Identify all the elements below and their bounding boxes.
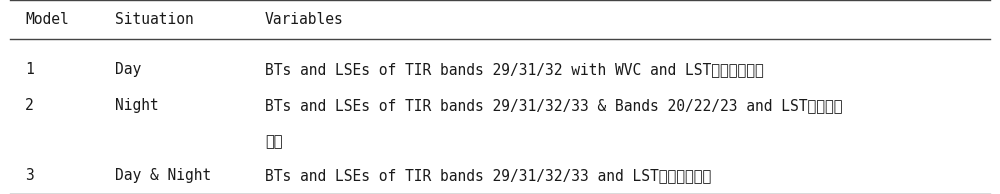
Text: BTs and LSEs of TIR bands 29/31/32/33 & Bands 20/22/23 and LST（地表温: BTs and LSEs of TIR bands 29/31/32/33 & … — [265, 98, 842, 113]
Text: BTs and LSEs of TIR bands 29/31/32/33 and LST（地表温度）: BTs and LSEs of TIR bands 29/31/32/33 an… — [265, 168, 711, 183]
Text: BTs and LSEs of TIR bands 29/31/32 with WVC and LST（地表温度）: BTs and LSEs of TIR bands 29/31/32 with … — [265, 62, 764, 77]
Text: 3: 3 — [25, 168, 34, 183]
Text: 1: 1 — [25, 62, 34, 77]
Text: Night: Night — [115, 98, 159, 113]
Text: Situation: Situation — [115, 12, 194, 27]
Text: Variables: Variables — [265, 12, 344, 27]
Text: Day & Night: Day & Night — [115, 168, 211, 183]
Text: 度）: 度） — [265, 134, 283, 149]
Text: 2: 2 — [25, 98, 34, 113]
Text: Model: Model — [25, 12, 69, 27]
Text: Day: Day — [115, 62, 141, 77]
